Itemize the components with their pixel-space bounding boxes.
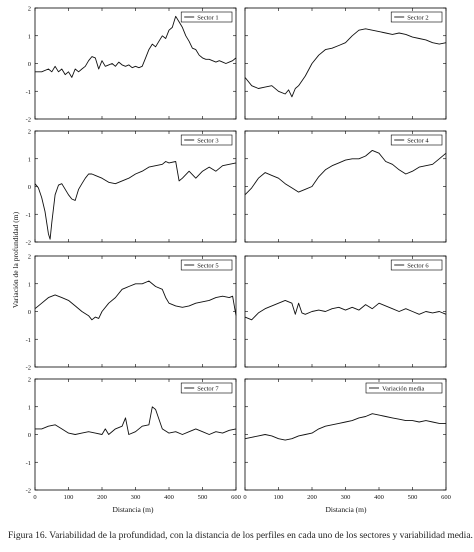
x-tick-label: 600 bbox=[441, 494, 451, 501]
legend: Sector 3 bbox=[180, 134, 233, 146]
y-tick-label: -2 bbox=[26, 240, 31, 247]
legend-box bbox=[365, 382, 443, 394]
x-tick-label: 0 bbox=[33, 494, 36, 501]
y-tick-label: 0 bbox=[28, 61, 31, 68]
x-tick-label: 100 bbox=[64, 494, 74, 501]
x-tick-label: 500 bbox=[408, 494, 418, 501]
y-tick-label: -1 bbox=[26, 460, 31, 467]
legend-label: Sector 4 bbox=[407, 138, 429, 145]
y-tick-label: 0 bbox=[28, 184, 31, 191]
chart-panel-7: -2 -1 0 1 2 0 100 200 300 400 500 600 Sector 7 bbox=[26, 377, 241, 502]
legend-label: Variación media bbox=[382, 386, 425, 393]
y-tick-label: -2 bbox=[26, 488, 31, 495]
chart-panel-4: Sector 4 bbox=[244, 130, 447, 243]
x-tick-label: 300 bbox=[131, 494, 141, 501]
panel-frame bbox=[244, 130, 447, 243]
chart-panel-8: 0 100 200 300 400 500 600 Variación media bbox=[243, 378, 451, 501]
y-tick-label: 1 bbox=[28, 156, 31, 163]
y-tick-label: -1 bbox=[26, 89, 31, 96]
x-tick-label: 200 bbox=[307, 494, 317, 501]
y-tick-label: -1 bbox=[26, 337, 31, 344]
legend-label: Sector 1 bbox=[197, 15, 218, 22]
chart-panel-5: -2 -1 0 1 2 Sector 5 bbox=[26, 254, 237, 372]
legend-box bbox=[390, 134, 443, 146]
series-line bbox=[34, 280, 237, 321]
legend: Sector 1 bbox=[180, 11, 233, 23]
panel-frame bbox=[244, 255, 447, 368]
chart-panel-3: -2 -1 0 1 2 Sector 3 bbox=[26, 129, 237, 247]
y-tick-label: -2 bbox=[26, 365, 31, 372]
chart-panel-1: -2 -1 0 1 2 Sector 1 bbox=[26, 6, 237, 124]
y-tick-label: 2 bbox=[28, 254, 31, 261]
y-tick-label: 1 bbox=[28, 404, 31, 411]
y-tick-label: 2 bbox=[28, 129, 31, 136]
legend-box bbox=[390, 11, 443, 23]
x-tick-label: 400 bbox=[164, 494, 174, 501]
panel-frame bbox=[34, 7, 237, 120]
chart-panel-6: Sector 6 bbox=[244, 255, 447, 368]
legend-label: Sector 3 bbox=[197, 138, 218, 145]
x-tick-label: 0 bbox=[243, 494, 246, 501]
y-tick-label: 0 bbox=[28, 432, 31, 439]
y-tick-label: 0 bbox=[28, 309, 31, 316]
x-axis-label-right: Distancia (m) bbox=[325, 505, 367, 514]
y-tick-label: 2 bbox=[28, 377, 31, 384]
panel-frame bbox=[244, 378, 447, 491]
chart-panel-2: Sector 2 bbox=[244, 7, 447, 120]
x-tick-label: 200 bbox=[97, 494, 107, 501]
legend-box bbox=[180, 259, 233, 271]
legend-label: Sector 5 bbox=[197, 263, 218, 270]
x-tick-label: 300 bbox=[341, 494, 351, 501]
legend: Sector 4 bbox=[390, 134, 443, 146]
series-line bbox=[244, 413, 446, 441]
legend: Sector 6 bbox=[390, 259, 443, 271]
legend: Sector 5 bbox=[180, 259, 233, 271]
figure-caption: Figura 16. Variabilidad de la profundida… bbox=[8, 531, 473, 541]
y-tick-label: 1 bbox=[28, 281, 31, 288]
x-tick-label: 500 bbox=[198, 494, 208, 501]
series-line bbox=[35, 406, 237, 435]
series-line bbox=[35, 15, 237, 78]
panel-frame bbox=[34, 378, 237, 491]
x-tick-label: 600 bbox=[231, 494, 241, 501]
legend-box bbox=[390, 259, 443, 271]
y-axis-label: Variación de la profundidad (m) bbox=[11, 211, 20, 308]
y-tick-label: 2 bbox=[28, 6, 31, 13]
panel-frame bbox=[34, 255, 237, 368]
series-line bbox=[244, 299, 447, 321]
legend-box bbox=[180, 11, 233, 23]
x-tick-label: 400 bbox=[374, 494, 384, 501]
x-axis-label-left: Distancia (m) bbox=[112, 505, 154, 514]
y-tick-label: -1 bbox=[26, 212, 31, 219]
panel-frame bbox=[34, 130, 237, 243]
legend-label: Sector 7 bbox=[197, 386, 219, 393]
series-line bbox=[244, 28, 447, 98]
series-line bbox=[34, 161, 237, 240]
panel-frame bbox=[244, 7, 447, 120]
x-tick-label: 100 bbox=[274, 494, 284, 501]
legend: Sector 2 bbox=[390, 11, 443, 23]
legend: Variación media bbox=[365, 382, 443, 394]
series-line bbox=[244, 149, 447, 196]
legend: Sector 7 bbox=[180, 382, 233, 394]
legend-label: Sector 6 bbox=[407, 263, 429, 270]
legend-box bbox=[180, 382, 233, 394]
y-tick-label: -2 bbox=[26, 117, 31, 124]
y-tick-label: 1 bbox=[28, 33, 31, 40]
legend-box bbox=[180, 134, 233, 146]
legend-label: Sector 2 bbox=[407, 15, 428, 22]
